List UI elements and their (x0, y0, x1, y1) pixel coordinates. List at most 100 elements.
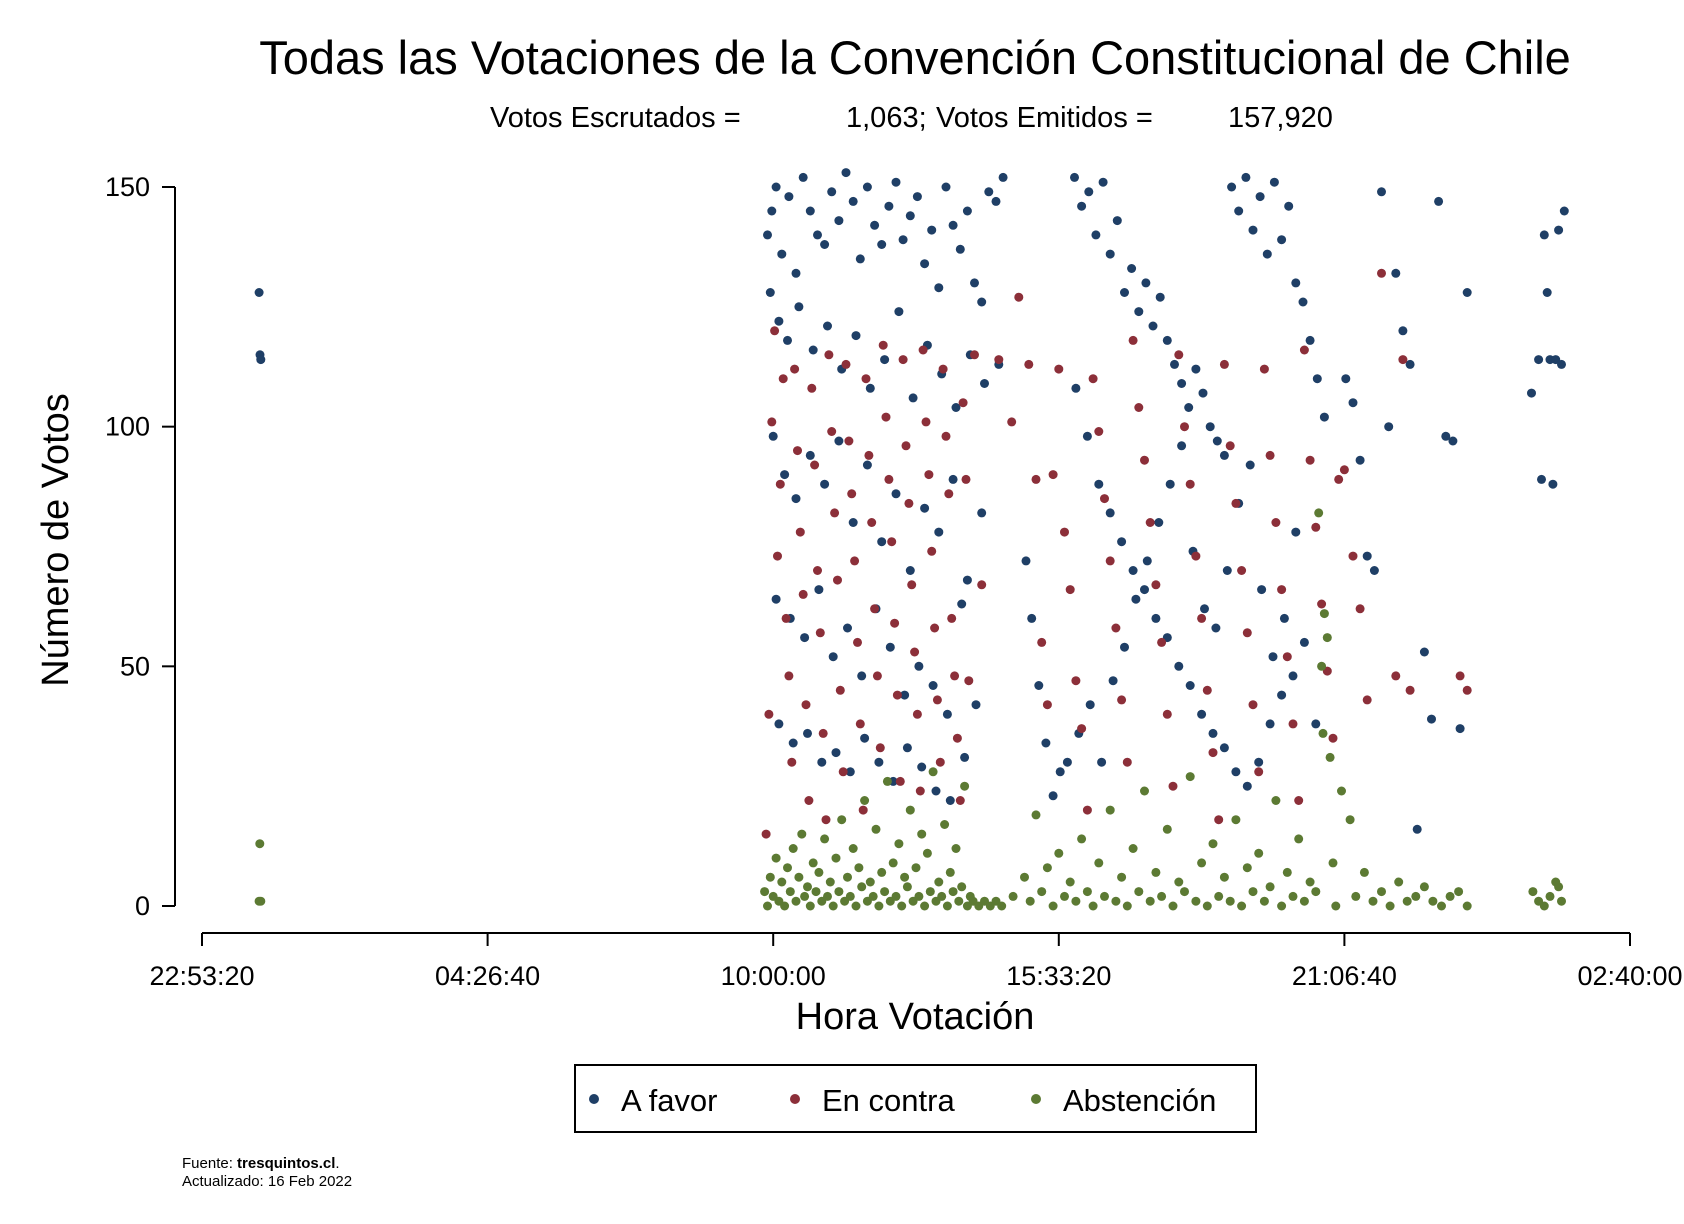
point-a-favor (841, 168, 851, 178)
point-en-contra (1214, 815, 1224, 825)
point-en-contra (1231, 498, 1241, 508)
point-en-contra (855, 719, 865, 729)
point-a-favor (920, 259, 930, 269)
point-abstencion (1319, 609, 1329, 619)
point-abstencion (1437, 901, 1446, 911)
point-a-favor (941, 182, 951, 192)
point-a-favor (827, 187, 837, 197)
point-abstencion (1202, 901, 1212, 911)
point-a-favor (1085, 700, 1095, 710)
point-abstencion (1214, 891, 1224, 901)
point-en-contra (1202, 685, 1212, 695)
point-a-favor (855, 254, 865, 264)
point-en-contra (910, 647, 920, 657)
point-a-favor (1448, 436, 1458, 446)
point-abstencion (882, 776, 892, 786)
point-abstencion (255, 839, 265, 849)
point-a-favor (971, 700, 981, 710)
point-a-favor (1319, 412, 1329, 422)
point-a-favor (962, 575, 972, 585)
point-abstencion (1299, 896, 1309, 906)
point-abstencion (1048, 901, 1058, 911)
y-axis-ticks: 0 50 100 150 (105, 172, 175, 921)
point-a-favor (1311, 719, 1321, 729)
point-abstencion (785, 887, 795, 897)
point-a-favor (1362, 551, 1372, 561)
point-en-contra (1348, 551, 1358, 561)
point-abstencion (945, 867, 955, 877)
point-en-contra (887, 537, 897, 547)
point-a-favor (948, 474, 958, 484)
point-en-contra (884, 474, 894, 484)
point-abstencion (1331, 901, 1341, 911)
point-a-favor (788, 738, 798, 748)
point-a-favor (880, 355, 890, 365)
y-tick-label: 100 (105, 412, 150, 442)
point-a-favor (914, 661, 924, 671)
point-a-favor (1377, 187, 1386, 197)
point-abstencion (845, 891, 855, 901)
point-a-favor (831, 748, 841, 758)
point-en-contra (930, 623, 940, 633)
point-en-contra (1111, 623, 1121, 633)
point-en-contra (1048, 470, 1058, 480)
point-abstencion (1359, 867, 1369, 877)
point-abstencion (1294, 834, 1304, 844)
point-abstencion (937, 891, 947, 901)
point-a-favor (908, 393, 918, 403)
point-abstencion (800, 891, 810, 901)
point-a-favor (820, 479, 830, 489)
point-abstencion (917, 829, 927, 839)
point-en-contra (1311, 522, 1321, 532)
point-abstencion (1314, 508, 1324, 518)
footer-source-label: Fuente: (182, 1155, 237, 1172)
point-en-contra (778, 374, 788, 384)
legend-label-en-contra: En contra (822, 1083, 955, 1118)
point-a-favor (1412, 824, 1422, 834)
point-a-favor (1127, 264, 1137, 273)
point-abstencion (1065, 877, 1075, 887)
point-en-contra (835, 685, 845, 695)
point-a-favor (1105, 508, 1115, 518)
point-abstencion (1265, 882, 1275, 892)
point-en-contra (961, 474, 971, 484)
point-a-favor (891, 177, 901, 187)
point-en-contra (850, 556, 860, 566)
point-abstencion (888, 858, 898, 868)
point-a-favor (808, 345, 818, 355)
point-a-favor (945, 796, 955, 805)
point-abstencion (951, 844, 961, 853)
point-a-favor (1245, 460, 1255, 470)
point-abstencion (1008, 891, 1018, 901)
point-en-contra (1355, 604, 1365, 614)
point-abstencion (1377, 887, 1386, 897)
point-en-contra (1242, 628, 1252, 638)
legend-marker-en-contra (790, 1094, 800, 1104)
point-a-favor (254, 288, 264, 297)
point-a-favor (928, 681, 938, 690)
point-en-contra (1462, 685, 1472, 695)
point-abstencion (1117, 872, 1127, 882)
point-a-favor (1151, 613, 1161, 623)
point-a-favor (1120, 288, 1129, 297)
point-a-favor (948, 220, 958, 230)
chart-subtitle: Votos Escrutados = 1,063; Votos Emitidos… (490, 102, 1333, 134)
point-a-favor (1455, 724, 1465, 734)
point-a-favor (813, 230, 822, 240)
point-a-favor (1312, 374, 1322, 384)
point-en-contra (1151, 580, 1161, 590)
point-abstencion (1419, 882, 1429, 892)
point-a-favor (1279, 613, 1289, 623)
point-en-contra (1077, 724, 1087, 734)
point-abstencion (814, 867, 824, 877)
point-a-favor (1140, 585, 1149, 595)
point-abstencion (1180, 887, 1189, 897)
point-a-favor (774, 719, 784, 729)
point-abstencion (1254, 848, 1264, 858)
point-en-contra (977, 580, 987, 590)
point-a-favor (1070, 172, 1079, 182)
point-abstencion (948, 887, 958, 897)
point-abstencion (874, 901, 884, 911)
point-a-favor (1234, 206, 1244, 216)
point-a-favor (1048, 791, 1058, 801)
